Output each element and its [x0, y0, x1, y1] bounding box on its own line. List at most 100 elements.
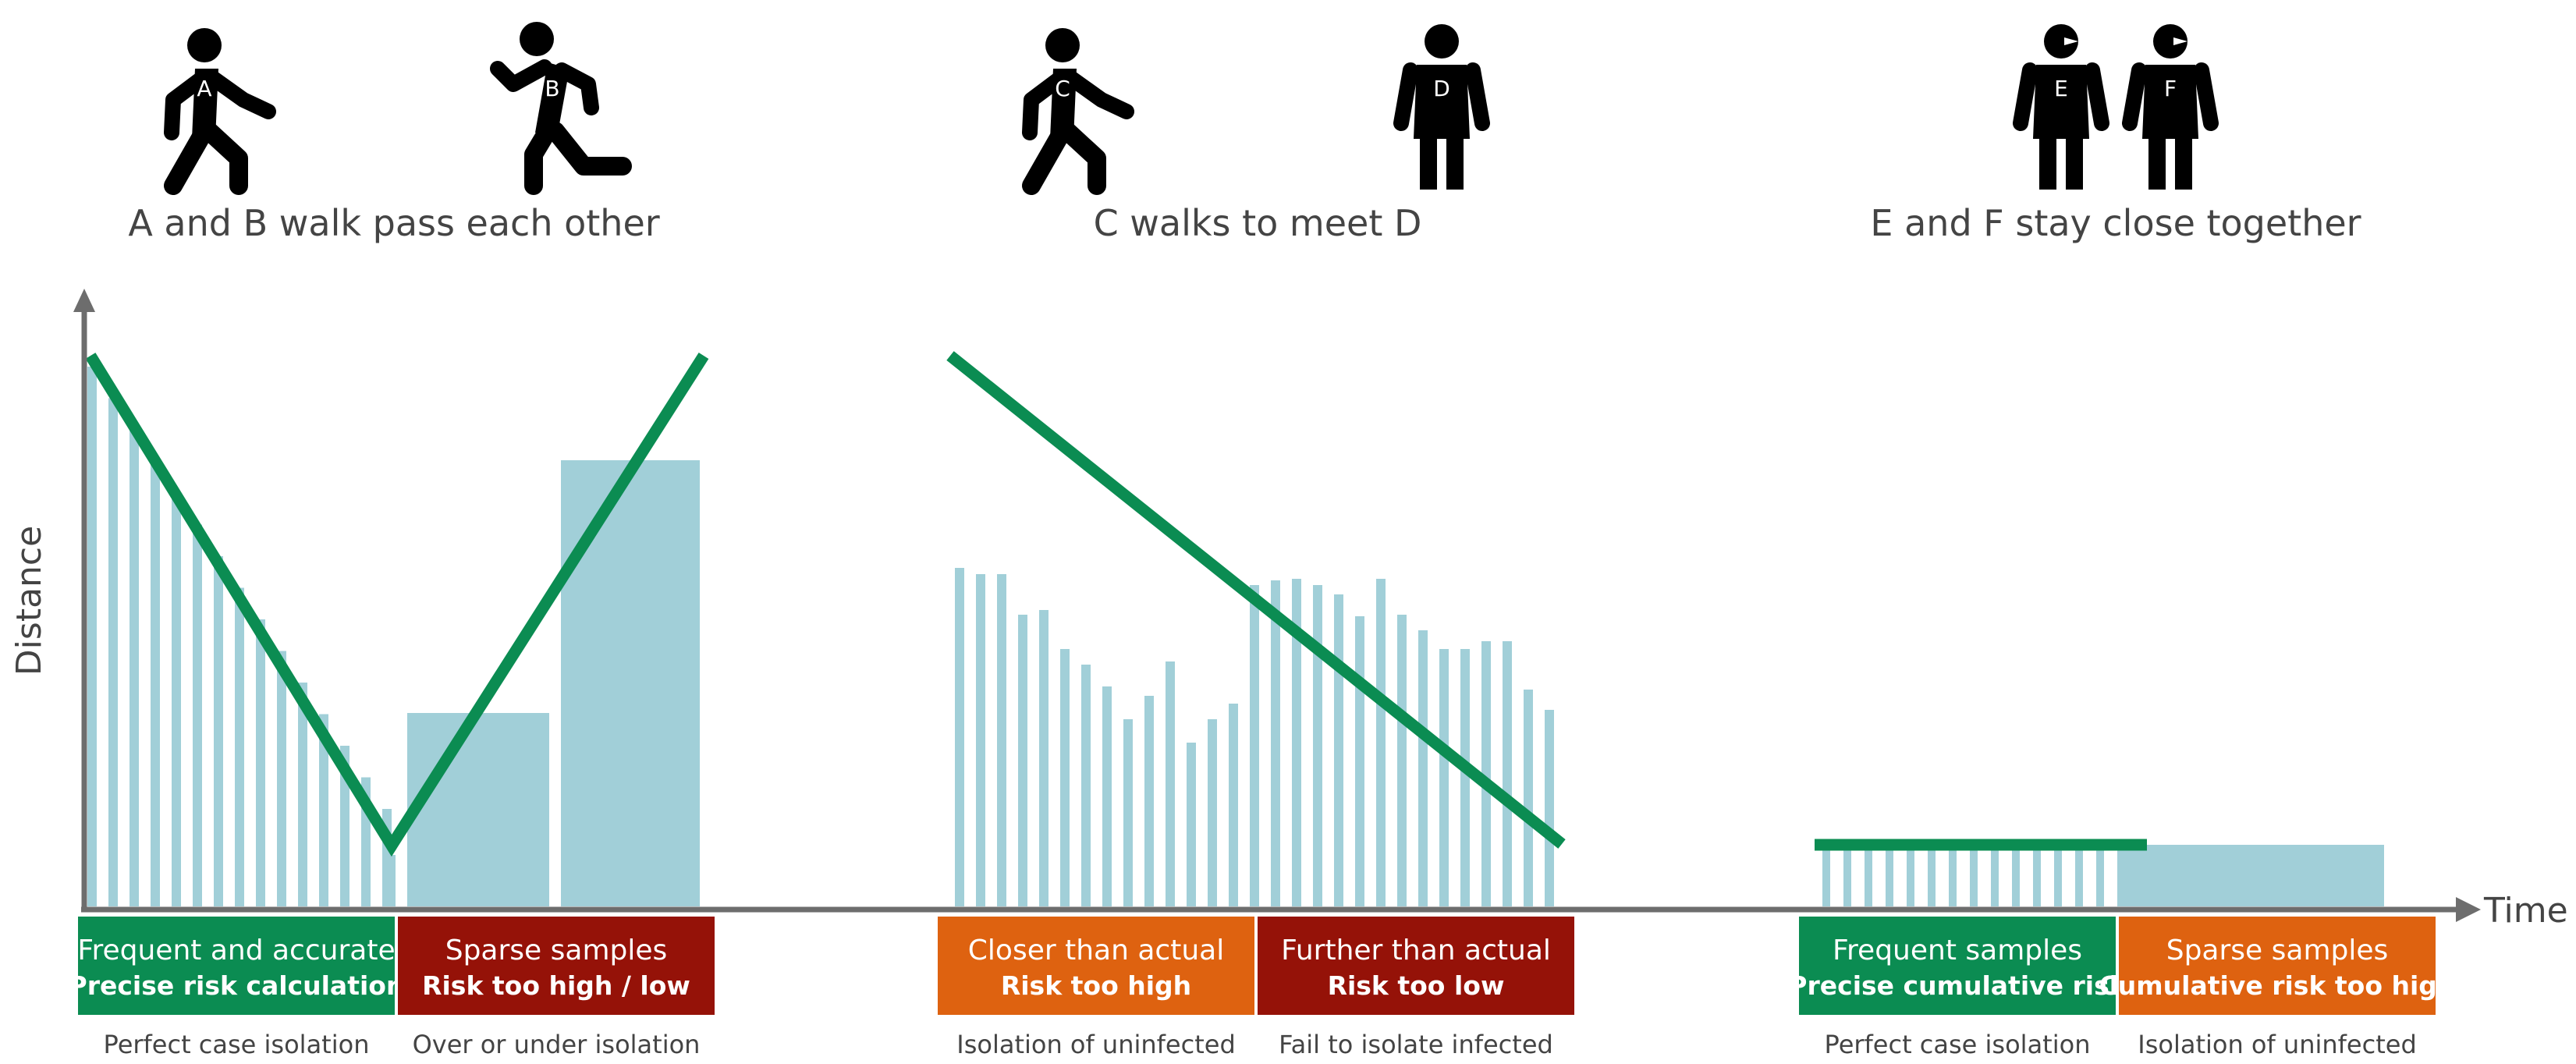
sample-bar — [2119, 845, 2384, 906]
outcome-caption: Perfect case isolation — [104, 1030, 370, 1059]
sample-bar — [407, 713, 549, 906]
outcome-box: Frequent and accurate Precise risk calcul… — [69, 917, 405, 1015]
distance-line — [946, 351, 1566, 849]
sample-bar — [1886, 847, 1893, 906]
sample-bar — [1313, 585, 1322, 906]
sample-bar — [1039, 610, 1048, 906]
outcome-title: Frequent samples — [1833, 935, 2082, 966]
outcome-caption: Isolation of uninfected — [2138, 1030, 2417, 1059]
sample-bar — [1460, 649, 1470, 906]
outcome-caption: Perfect case isolation — [1825, 1030, 2091, 1059]
sample-bar — [2033, 847, 2041, 906]
sample-bar — [997, 574, 1006, 906]
outcome-box-bg — [1799, 917, 2116, 1015]
outcome-title: Sparse samples — [445, 935, 668, 966]
outcome-box-bg — [2119, 917, 2436, 1015]
sample-bar — [1928, 847, 1936, 906]
sample-bar — [108, 398, 118, 906]
person-letter: D — [1433, 76, 1450, 101]
outcome-box: Closer than actual Risk too high — [938, 917, 1254, 1015]
sample-bar — [256, 619, 265, 906]
sample-bar — [388, 855, 396, 906]
outcome-box: Frequent samples Precise cumulative risk — [1788, 917, 2127, 1015]
outcome-box-bg — [1258, 917, 1574, 1015]
sample-bar — [2054, 847, 2062, 906]
scenario-title: A and B walk pass each other — [128, 202, 659, 244]
outcome-box-bg — [78, 917, 395, 1015]
figures-layer: A B C D E F — [172, 22, 2211, 190]
person-letter: F — [2164, 76, 2177, 101]
talking-person-icon: F — [2130, 24, 2211, 190]
standing-person-icon: D — [1401, 24, 1482, 190]
sample-bar — [2096, 847, 2104, 906]
sample-bar — [1271, 580, 1280, 906]
outcome-title: Sparse samples — [2166, 935, 2389, 966]
outcome-subtitle: Precise cumulative risk — [1788, 970, 2127, 1001]
talking-person-icon: E — [2021, 24, 2102, 190]
sample-bar — [1991, 847, 1999, 906]
person-letter: C — [1055, 76, 1070, 101]
sample-bar — [172, 493, 181, 906]
outcome-box: Sparse samples Risk too high / low — [398, 917, 715, 1015]
sample-bar — [298, 683, 307, 906]
sample-bar — [1397, 615, 1407, 906]
outcome-subtitle: Precise risk calculation — [69, 970, 405, 1001]
y-axis-label: Distance — [9, 526, 49, 676]
outcome-subtitle: Risk too high / low — [422, 970, 690, 1001]
outcome-caption: Fail to isolate infected — [1279, 1030, 1553, 1059]
sample-bar — [1970, 847, 1978, 906]
sample-bars — [87, 367, 2384, 906]
sample-bar — [1144, 696, 1154, 906]
sample-bar — [277, 651, 286, 906]
sample-bar — [1292, 579, 1301, 906]
outcome-subtitle: Risk too low — [1328, 970, 1505, 1001]
sample-bar — [1250, 585, 1259, 906]
outcome-box: Sparse samples Cumulative risk too high — [2099, 917, 2455, 1015]
distance-lines — [85, 351, 2147, 857]
sample-bar — [1822, 847, 1830, 906]
sample-bar — [1439, 649, 1449, 906]
sample-bar — [1208, 719, 1217, 906]
outcome-caption: Isolation of uninfected — [956, 1030, 1236, 1059]
sample-bar — [2012, 847, 2020, 906]
sample-bar — [235, 587, 244, 906]
x-axis-label: Time — [2483, 891, 2568, 931]
sample-bar — [1102, 686, 1112, 906]
sample-bar — [1334, 594, 1343, 906]
sample-bar — [1524, 690, 1533, 906]
running-person-icon: B — [498, 22, 623, 186]
person-letter: A — [197, 76, 211, 101]
sample-bar — [1018, 615, 1027, 906]
sample-bar — [1865, 847, 1872, 906]
sample-bar — [340, 746, 349, 906]
sample-bar — [1545, 710, 1554, 906]
sample-bar — [1907, 847, 1914, 906]
outcome-title: Further than actual — [1281, 935, 1551, 966]
scenario-titles: A and B walk pass each other C walks to m… — [128, 202, 2361, 244]
walking-person-icon: A — [172, 28, 268, 186]
sample-bar — [193, 524, 202, 906]
sample-bar — [1355, 616, 1364, 906]
sample-bar — [319, 714, 328, 906]
sample-bar — [1503, 641, 1512, 906]
outcome-title: Closer than actual — [968, 935, 1224, 966]
sample-bar — [1187, 743, 1196, 906]
sample-bar — [1166, 661, 1175, 906]
sample-bar — [1481, 641, 1491, 906]
outcome-caption: Over or under isolation — [413, 1030, 701, 1059]
sample-bar — [151, 461, 160, 906]
sample-bar — [1229, 704, 1238, 906]
sample-bar — [1060, 649, 1070, 906]
outcome-subtitle: Risk too high — [1001, 970, 1191, 1001]
sample-bar — [1081, 665, 1091, 906]
distance-line — [85, 352, 709, 857]
x-axis-arrow-icon — [2456, 897, 2481, 922]
sample-bar — [976, 574, 985, 906]
scenario-title: C walks to meet D — [1094, 202, 1422, 244]
sample-bar — [1949, 847, 1957, 906]
person-letter: E — [2054, 76, 2068, 101]
outcome-box-bg — [938, 917, 1254, 1015]
sample-bar — [2075, 847, 2083, 906]
sample-bar — [1843, 847, 1851, 906]
